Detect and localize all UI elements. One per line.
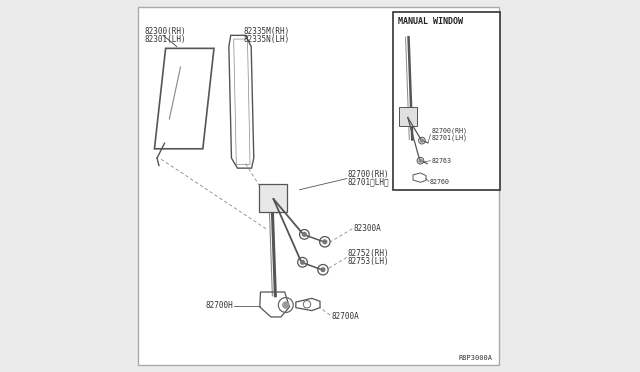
Text: 82701(LH): 82701(LH) — [431, 134, 468, 141]
Text: 82700A: 82700A — [331, 312, 359, 321]
Text: 82335N(LH): 82335N(LH) — [244, 35, 290, 44]
Text: R8P3000A: R8P3000A — [459, 355, 493, 361]
Text: 82760: 82760 — [429, 179, 450, 185]
Text: 82700(RH): 82700(RH) — [431, 128, 468, 134]
Text: 82752(RH): 82752(RH) — [348, 249, 390, 258]
Bar — [259, 184, 287, 212]
Bar — [399, 107, 417, 126]
Text: 82700H: 82700H — [206, 301, 234, 310]
Text: 82763: 82763 — [431, 158, 452, 164]
Text: 82300(RH): 82300(RH) — [145, 27, 186, 36]
Bar — [392, 12, 500, 190]
Text: MANUAL WINDOW: MANUAL WINDOW — [398, 17, 463, 26]
Text: 82700(RH): 82700(RH) — [348, 170, 390, 179]
Circle shape — [419, 159, 422, 162]
Text: 82301(LH): 82301(LH) — [145, 35, 186, 44]
Text: 82300A: 82300A — [353, 224, 381, 233]
Circle shape — [321, 268, 325, 272]
Circle shape — [420, 139, 424, 142]
Text: 82335M(RH): 82335M(RH) — [244, 27, 290, 36]
Circle shape — [301, 260, 305, 264]
Circle shape — [323, 240, 326, 244]
Text: 82701〈LH〉: 82701〈LH〉 — [348, 178, 390, 187]
Circle shape — [303, 232, 306, 236]
Circle shape — [282, 302, 289, 308]
Text: 82753(LH): 82753(LH) — [348, 257, 390, 266]
